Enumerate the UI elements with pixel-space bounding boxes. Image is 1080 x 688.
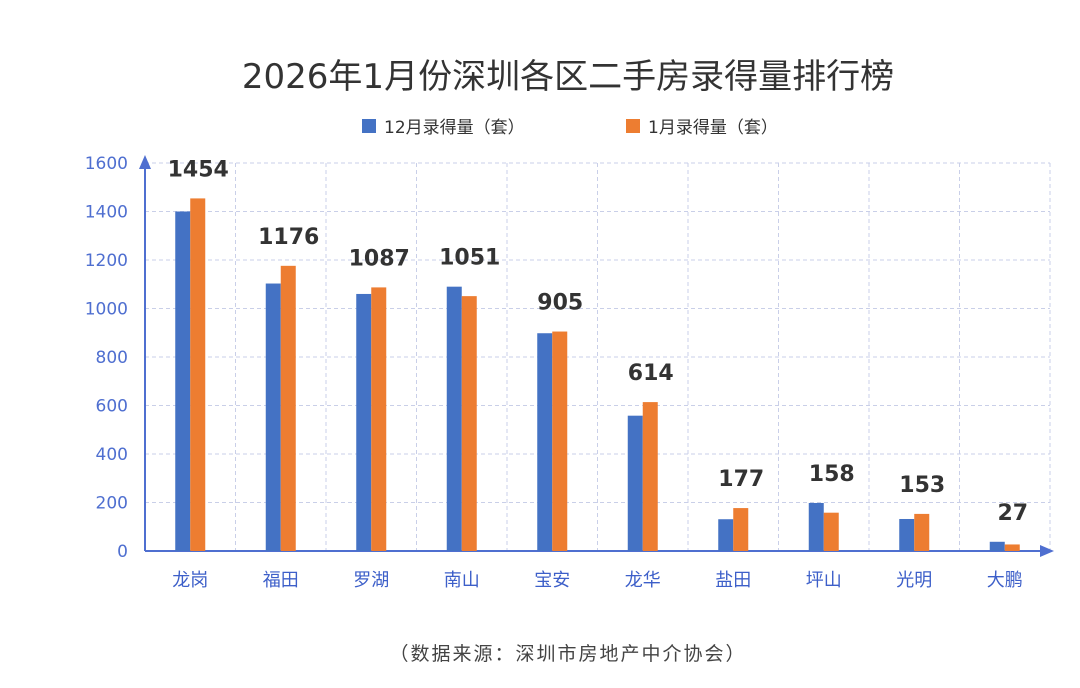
x-category-label: 坪山	[806, 570, 842, 591]
legend-label-dec: 12月录得量（套）	[384, 118, 525, 138]
bar-jan	[190, 198, 206, 551]
y-tick-label: 1600	[85, 154, 128, 174]
bar-dec	[265, 283, 281, 551]
bar-jan	[642, 402, 658, 551]
y-tick-label: 200	[96, 494, 128, 514]
bar-dec	[446, 286, 462, 551]
data-label: 1454	[168, 157, 229, 182]
y-tick-label: 800	[96, 348, 128, 368]
bar-dec	[718, 519, 734, 551]
x-category-label: 南山	[444, 570, 480, 591]
x-axis-categories: 龙岗 福田 罗湖 南山 宝安 龙华 盐田 坪山 光明 大鹏	[172, 570, 1023, 591]
data-label: 158	[809, 462, 855, 487]
y-tick-label: 600	[96, 397, 128, 417]
x-category-label: 罗湖	[353, 570, 389, 591]
legend: 12月录得量（套） 1月录得量（套）	[362, 118, 778, 138]
data-label: 1176	[258, 225, 319, 250]
x-category-label: 福田	[263, 570, 299, 591]
bar-dec	[989, 541, 1005, 551]
data-label: 1087	[349, 246, 410, 271]
bar-jan	[914, 513, 930, 551]
legend-swatch-dec	[362, 119, 376, 133]
data-label: 153	[899, 473, 945, 498]
bar-jan	[461, 296, 477, 551]
y-tick-label: 1200	[85, 251, 128, 271]
chart-title: 2026年1月份深圳各区二手房录得量排行榜	[242, 57, 894, 97]
bar-dec	[808, 502, 824, 551]
data-label: 177	[718, 467, 764, 492]
x-category-label: 大鹏	[987, 570, 1023, 591]
bar-dec	[537, 333, 553, 551]
bar-jan	[823, 512, 839, 551]
bar-dec	[175, 211, 191, 551]
bar-dec	[899, 518, 915, 551]
x-category-label: 宝安	[534, 570, 570, 591]
legend-swatch-jan	[626, 119, 640, 133]
grid	[145, 162, 1051, 551]
bar-dec	[627, 415, 643, 551]
bar-jan	[1004, 544, 1020, 551]
x-category-label: 光明	[896, 570, 932, 591]
legend-label-jan: 1月录得量（套）	[648, 118, 778, 138]
x-category-label: 盐田	[715, 570, 751, 591]
y-tick-label: 0	[117, 542, 128, 562]
source-note: （数据来源：深圳市房地产中介协会）	[389, 643, 746, 665]
data-label: 27	[997, 501, 1028, 526]
data-label: 905	[537, 291, 583, 316]
bar-dec	[356, 293, 372, 551]
y-axis-arrow	[139, 155, 151, 169]
bars	[175, 198, 1020, 551]
y-tick-label: 400	[96, 445, 128, 465]
bar-jan	[552, 331, 568, 551]
y-tick-label: 1400	[85, 203, 128, 223]
y-tick-label: 1000	[85, 300, 128, 320]
data-label: 614	[628, 361, 674, 386]
bar-jan	[371, 287, 387, 551]
x-category-label: 龙岗	[172, 570, 208, 591]
bar-jan	[280, 265, 296, 551]
data-labels: 1454 1176 1087 1051 905 614 177 158 153 27	[168, 157, 1028, 525]
x-category-label: 龙华	[625, 570, 661, 591]
bar-jan	[733, 508, 749, 551]
x-axis-arrow	[1040, 545, 1054, 557]
data-label: 1051	[439, 246, 500, 271]
y-axis-ticks: 0 200 400 600 800 1000 1200 1400 1600	[85, 154, 128, 562]
